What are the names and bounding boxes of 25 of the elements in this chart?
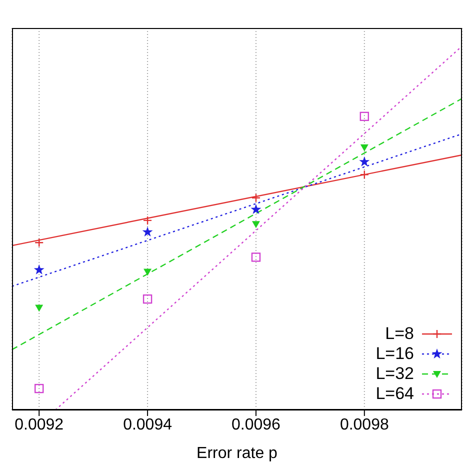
x-tick-label: 0.0096 (232, 416, 281, 434)
point (360, 112, 370, 122)
legend-label: L=32 (376, 364, 414, 384)
point (359, 156, 370, 166)
point (250, 204, 262, 214)
point (360, 144, 368, 152)
x-tick-label: 0.0092 (14, 416, 64, 434)
x-axis-title: Error rate p (196, 445, 278, 462)
x-tick-label: 0.0094 (123, 416, 172, 434)
point (34, 384, 44, 394)
point (144, 268, 152, 276)
point (252, 221, 260, 228)
point (142, 226, 153, 237)
point (34, 238, 44, 248)
point (251, 193, 261, 202)
legend-label: L=8 (385, 324, 414, 344)
point (35, 304, 44, 312)
point (34, 264, 44, 274)
x-tick-label: 0.0098 (340, 416, 389, 434)
point (360, 170, 370, 180)
legend-label: L=64 (376, 384, 414, 404)
point (142, 294, 152, 304)
legend-label: L=16 (376, 344, 414, 364)
point (251, 252, 261, 262)
point (142, 216, 152, 226)
